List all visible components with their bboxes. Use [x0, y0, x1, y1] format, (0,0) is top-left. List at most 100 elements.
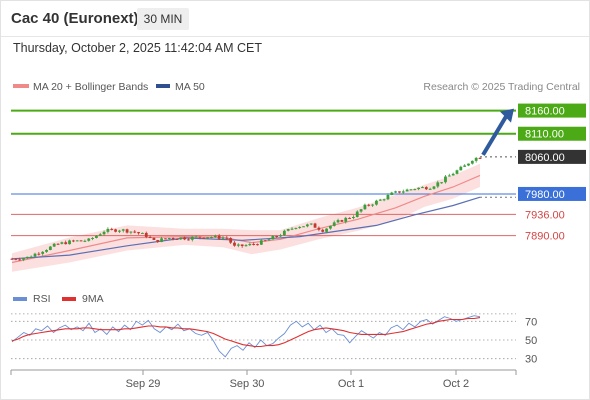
candle-body [325, 228, 328, 232]
candle-body [459, 166, 463, 171]
candle-body [428, 188, 432, 190]
candle-body [75, 240, 79, 242]
candle-body [56, 243, 60, 245]
candle-body [436, 182, 440, 187]
candle-body [141, 232, 144, 234]
rsi-tick-30: 30 [525, 354, 537, 366]
candle-body [175, 238, 179, 240]
candle-body [375, 200, 378, 205]
candle-body [321, 229, 325, 232]
candle-body [382, 199, 386, 201]
candle-body [294, 227, 298, 229]
candle-body [45, 249, 48, 252]
candle-body [413, 189, 417, 191]
credit-text: Research © 2025 Trading Central [423, 81, 580, 93]
ma50-line [11, 196, 481, 260]
candle-body [106, 228, 110, 232]
forecast-arrow-head [500, 108, 514, 123]
x-tick-label: Sep 30 [230, 378, 265, 390]
candle-body [118, 230, 121, 232]
candle-body [371, 204, 374, 206]
candle-body [114, 229, 117, 232]
x-tick-label: Sep 29 [126, 378, 161, 390]
candle-body [390, 192, 394, 196]
candle-body [198, 236, 202, 238]
candle-body [248, 243, 252, 246]
forecast-arrow-shaft [481, 115, 508, 156]
candle-body [474, 157, 478, 161]
moving-averages [11, 174, 481, 264]
level-tag-8060.00: 8060.00 [525, 152, 565, 164]
candle-body [332, 222, 336, 226]
level-tag-bg-7980.00 [518, 186, 586, 201]
candle-body [22, 258, 25, 260]
level-tag-8160.00: 8160.00 [525, 106, 565, 118]
candle-body [121, 229, 125, 231]
candle-body [87, 238, 91, 241]
candle-body [110, 228, 114, 230]
timeframe-button[interactable]: 30 MIN [137, 8, 189, 30]
candle-body [91, 237, 94, 239]
x-axis: Sep 29 Sep 30 Oct 1 Oct 2 [10, 369, 517, 390]
candle-body [133, 231, 137, 233]
instrument-title: Cac 40 (Euronext) [11, 10, 139, 27]
candle-body [48, 246, 52, 250]
rsi-legend-swatch [13, 297, 27, 301]
candle-body [137, 232, 140, 234]
candle-body [202, 237, 206, 239]
candle-body [394, 191, 398, 193]
candle-body [160, 238, 164, 242]
level-tag-8110.00: 8110.00 [525, 129, 564, 141]
candle-body [213, 235, 217, 238]
level-tag-bg-8110.00 [518, 126, 586, 141]
candle-body [164, 238, 167, 240]
candle-body [148, 236, 152, 238]
timestamp: Thursday, October 2, 2025 11:42:04 AM CE… [13, 41, 262, 55]
level-tags: 8160.00 8110.00 8060.00 7980.00 7936.00 7890.… [518, 103, 586, 243]
rsi-grid: 70 50 30 [11, 313, 537, 366]
candle-body [328, 225, 332, 229]
candle-body [336, 220, 340, 223]
ma20-legend-label: MA 20 + Bollinger Bands [33, 81, 148, 93]
candle-body [83, 240, 87, 242]
candle-body [52, 243, 56, 247]
ma20-line [11, 174, 481, 264]
candle-body [267, 239, 271, 241]
chart-header: Cac 40 (Euronext) 30 MIN [0, 0, 590, 37]
candle-body [305, 224, 309, 227]
candle-body [344, 217, 348, 222]
level-tag-7890.00: 7890.00 [525, 231, 565, 243]
candle-body [290, 228, 294, 230]
bollinger-bands [12, 163, 480, 272]
candle-body [233, 242, 236, 246]
candle-body [18, 259, 22, 261]
candle-body [194, 236, 198, 238]
candle-body [68, 240, 71, 245]
candle-body [309, 223, 313, 225]
candle-body [206, 237, 210, 239]
candle-body [244, 245, 248, 247]
candle-body [302, 226, 305, 228]
candle-body [352, 216, 355, 219]
level-tag-bg-8060.00 [518, 149, 586, 164]
candle-body [179, 237, 183, 240]
candle-body [263, 240, 267, 242]
rsi-tick-50: 50 [525, 335, 537, 347]
candle-body [271, 236, 275, 240]
candle-body [94, 235, 98, 238]
level-tag-7936.00: 7936.00 [525, 209, 565, 221]
candle-body [444, 176, 447, 183]
candle-body [102, 231, 106, 235]
candle-body [98, 234, 102, 236]
candle-body [10, 258, 14, 260]
ma50-legend-swatch [156, 84, 170, 88]
candle-body [421, 187, 424, 189]
candle-body [286, 229, 290, 231]
candle-body [225, 237, 229, 239]
candle-body [125, 229, 129, 233]
candle-body [71, 240, 75, 242]
candle-body [282, 230, 286, 236]
candle-body [405, 189, 409, 192]
ma20-legend-swatch [13, 84, 29, 88]
